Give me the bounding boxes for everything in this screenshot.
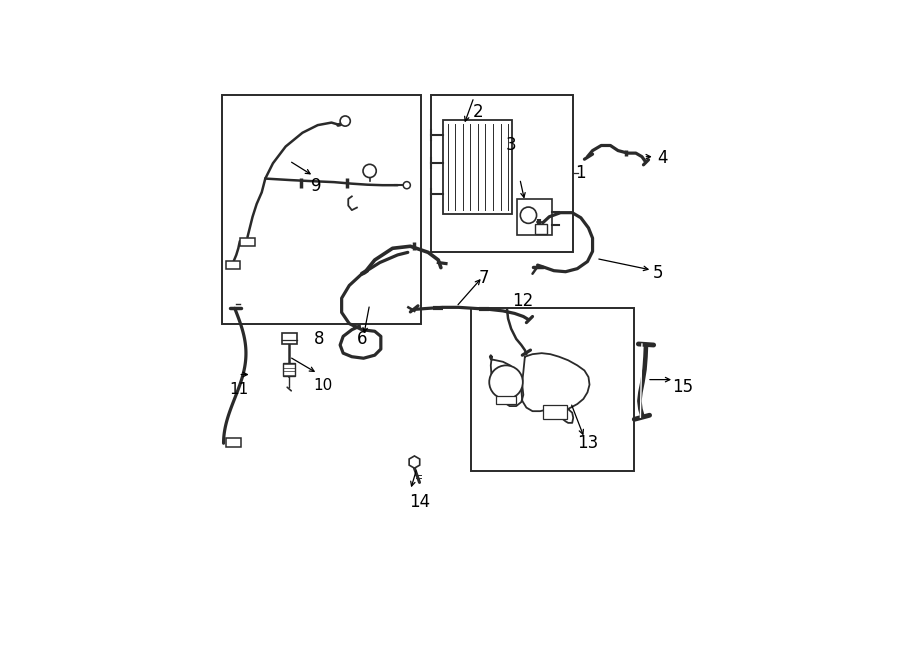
Bar	[518, 199, 552, 235]
Bar	[222, 95, 420, 324]
Bar	[226, 438, 241, 447]
Circle shape	[520, 207, 536, 223]
Text: 15: 15	[672, 378, 693, 396]
Text: 8: 8	[313, 330, 324, 348]
Bar	[496, 396, 517, 403]
Text: 14: 14	[409, 492, 430, 511]
Bar	[284, 363, 295, 375]
Text: 5: 5	[653, 264, 663, 282]
Circle shape	[363, 165, 376, 178]
Polygon shape	[410, 456, 419, 468]
Text: 3: 3	[506, 136, 517, 155]
Text: 11: 11	[230, 382, 248, 397]
Text: 4: 4	[657, 149, 668, 167]
Bar	[535, 224, 547, 233]
Circle shape	[403, 182, 410, 189]
Text: 7: 7	[479, 269, 490, 287]
Bar	[472, 308, 634, 471]
Circle shape	[490, 366, 523, 399]
Circle shape	[340, 116, 350, 126]
Text: 9: 9	[310, 177, 321, 195]
Bar	[282, 332, 297, 344]
Text: 10: 10	[313, 378, 332, 393]
Bar	[444, 120, 512, 214]
Text: 2: 2	[473, 103, 484, 122]
Text: 1: 1	[575, 165, 586, 182]
FancyBboxPatch shape	[239, 237, 255, 247]
Text: 12: 12	[512, 292, 533, 310]
Bar	[431, 95, 573, 253]
FancyBboxPatch shape	[226, 260, 240, 269]
Bar	[543, 405, 567, 419]
Text: 13: 13	[577, 434, 598, 452]
Text: 6: 6	[356, 330, 367, 348]
